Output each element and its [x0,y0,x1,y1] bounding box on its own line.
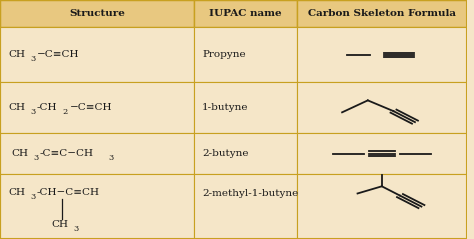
Bar [0,27,194,82]
Text: Propyne: Propyne [202,50,246,60]
Text: -CH: -CH [36,103,57,112]
Text: 2: 2 [63,108,68,116]
Text: CH: CH [9,188,26,197]
Bar [194,174,297,239]
Text: CH: CH [9,103,26,112]
Bar [0,133,194,174]
Bar [194,0,297,27]
Bar [297,174,467,239]
Text: 2-methyl-1-butyne: 2-methyl-1-butyne [202,189,299,198]
Text: Structure: Structure [69,9,125,18]
Bar [194,27,297,82]
Text: 3: 3 [33,154,38,162]
Text: -CH−C≡CH: -CH−C≡CH [36,188,100,197]
Bar [297,27,467,82]
Bar [297,0,467,27]
Bar [297,133,467,174]
Text: −C≡CH: −C≡CH [36,50,79,60]
Text: CH: CH [12,149,28,158]
Bar [194,82,297,133]
Text: IUPAC name: IUPAC name [209,9,282,18]
Bar [297,82,467,133]
Text: 3: 3 [73,225,79,233]
Text: -C≡C−CH: -C≡C−CH [40,149,94,158]
Text: CH: CH [9,50,26,60]
Text: CH: CH [52,220,69,229]
Text: 3: 3 [30,55,35,63]
Bar [194,133,297,174]
Text: −C≡CH: −C≡CH [69,103,112,112]
Text: 1-butyne: 1-butyne [202,103,249,112]
Bar [0,0,194,27]
Text: 3: 3 [109,154,114,162]
Bar [0,82,194,133]
Text: 3: 3 [30,193,35,201]
Text: 2-butyne: 2-butyne [202,149,249,158]
Bar [0,174,194,239]
Text: Carbon Skeleton Formula: Carbon Skeleton Formula [308,9,456,18]
Text: 3: 3 [30,108,35,116]
